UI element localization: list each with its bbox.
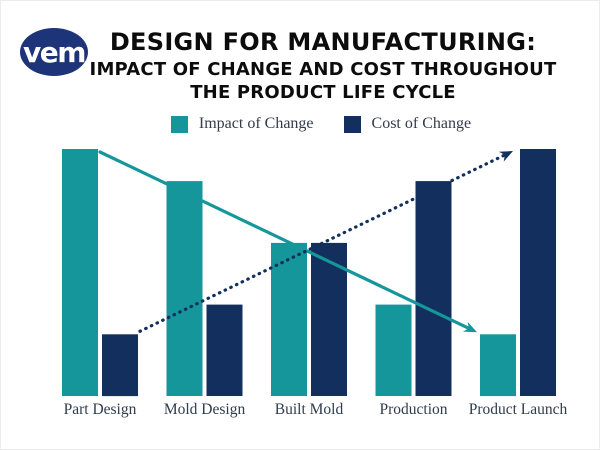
- legend-swatch-impact: [170, 115, 188, 133]
- legend-label-impact: Impact of Change: [198, 115, 314, 132]
- impact-trend-arrow: [98, 150, 477, 333]
- cost-trend-arrow-head: [498, 151, 513, 162]
- chart-legend: Impact of Change Cost of Change: [42, 114, 600, 134]
- legend-item-impact: Impact of Change: [170, 115, 314, 133]
- page-subtitle-line-2: THE PRODUCT LIFE CYCLE: [190, 82, 456, 104]
- bar-cost-of-change-part-design: [102, 334, 138, 397]
- page-subtitle-line-1: IMPACT OF CHANGE AND COST THROUGHOUT: [89, 59, 557, 81]
- bar-cost-of-change-production: [415, 181, 452, 396]
- bar-impact-of-change-mold-design: [166, 181, 203, 396]
- x-axis-label-mold-design: Mold Design: [164, 401, 246, 418]
- bar-impact-of-change-production: [375, 304, 412, 396]
- x-axis-label-part-design: Part Design: [64, 401, 137, 418]
- legend-item-cost: Cost of Change: [343, 115, 472, 133]
- bar-cost-of-change-product-launch: [520, 149, 556, 396]
- legend-label-cost: Cost of Change: [371, 115, 472, 132]
- vem-logo-ellipse: [20, 28, 88, 76]
- x-axis-label-production: Production: [379, 401, 447, 418]
- vem-logo: vem: [20, 28, 88, 76]
- impact-trend-arrow-head: [462, 321, 477, 333]
- bar-cost-of-change-mold-design: [206, 304, 243, 396]
- page-title: DESIGN FOR MANUFACTURING:: [109, 28, 537, 56]
- bar-impact-of-change-built-mold: [271, 242, 307, 396]
- vem-logo-text: vem: [23, 36, 85, 69]
- bar-impact-of-change-product-launch: [480, 334, 516, 397]
- x-axis-label-product-launch: Product Launch: [469, 401, 568, 418]
- bar-impact-of-change-part-design: [62, 149, 98, 396]
- x-axis-label-built-mold: Built Mold: [275, 401, 344, 418]
- legend-swatch-cost: [343, 115, 361, 133]
- header: DESIGN FOR MANUFACTURING: IMPACT OF CHAN…: [46, 30, 600, 105]
- cost-trend-arrow: [138, 151, 513, 333]
